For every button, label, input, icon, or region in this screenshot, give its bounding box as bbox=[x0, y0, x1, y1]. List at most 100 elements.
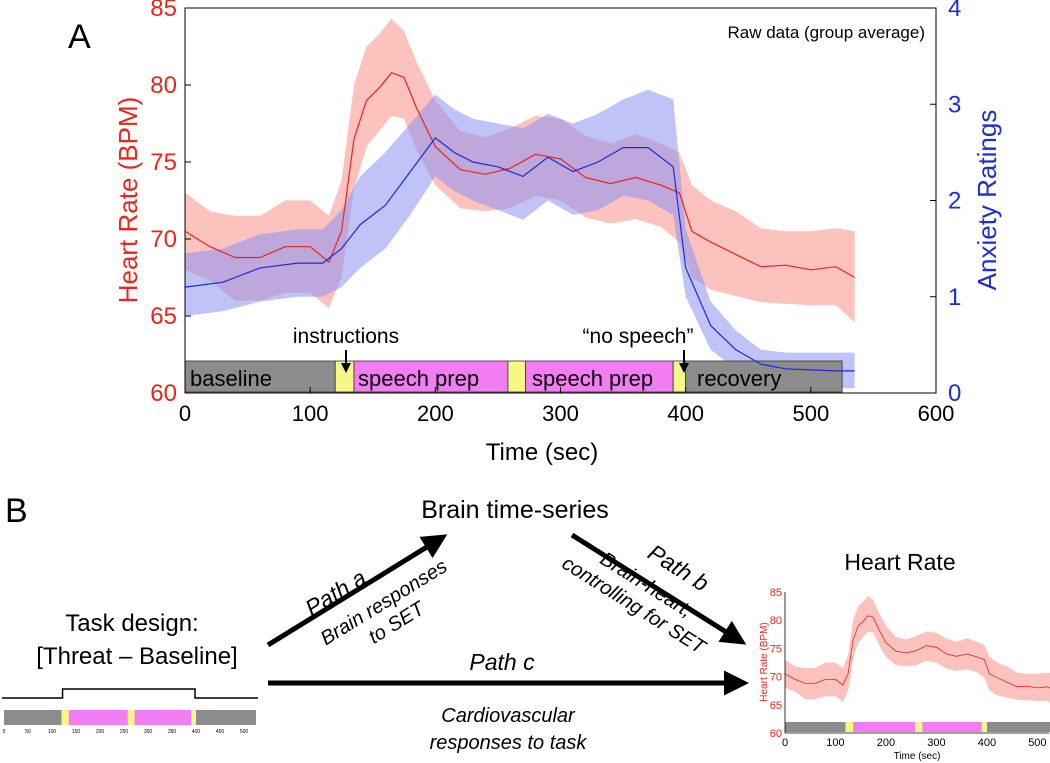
phase-block bbox=[525, 360, 674, 393]
mini-x-tick-label: 0 bbox=[782, 737, 788, 749]
brain-time-series-title: Brain time-series bbox=[421, 496, 609, 524]
task-tick-label: 350 bbox=[168, 729, 177, 735]
y-right-tick-label: 3 bbox=[948, 91, 961, 118]
phase-label-baseline: baseline bbox=[190, 366, 272, 391]
series-lines bbox=[184, 71, 855, 372]
anxiety-band bbox=[185, 89, 855, 389]
event-label-instructions: instructions bbox=[293, 325, 399, 348]
phase-label-speech-prep-1: speech prep bbox=[358, 366, 479, 391]
mini-x-tick-label: 100 bbox=[826, 737, 844, 749]
task-design-timeline: 0 50 100 150 200 250 300 350 400 450 500 bbox=[2, 688, 258, 735]
task-design-title: Task design: bbox=[65, 610, 198, 637]
x-tick-label: 200 bbox=[417, 401, 454, 426]
mini-heart-rate-band bbox=[785, 595, 1050, 703]
x-axis-label: Time (sec) bbox=[486, 439, 598, 466]
task-tick-label: 300 bbox=[144, 729, 153, 735]
panel-b-label: B bbox=[5, 492, 28, 530]
mini-phase-block bbox=[986, 722, 1050, 732]
event-label-no-speech: “no speech” bbox=[583, 325, 694, 348]
panel-a-label: A bbox=[68, 18, 91, 56]
task-tick-label: 50 bbox=[25, 729, 31, 735]
phase-timeline bbox=[184, 360, 843, 393]
x-axis: 0 100 200 300 400 500 600 bbox=[179, 387, 954, 426]
x-tick-label: 100 bbox=[292, 401, 329, 426]
task-tick-label: 150 bbox=[72, 729, 81, 735]
y-left-tick-label: 65 bbox=[150, 303, 177, 330]
x-tick-label: 0 bbox=[179, 401, 191, 426]
y-axis-left: 60 65 70 75 80 85 bbox=[150, 0, 191, 407]
heart-rate-title: Heart Rate bbox=[844, 549, 955, 575]
y-right-tick-label: 4 bbox=[948, 0, 961, 22]
mini-heart-rate-line bbox=[784, 615, 1050, 689]
mini-phase-block bbox=[785, 722, 846, 732]
y-left-tick-label: 85 bbox=[150, 0, 177, 22]
mini-y-tick-label: 70 bbox=[770, 672, 782, 684]
mini-phase-block bbox=[845, 722, 854, 732]
task-phase-block bbox=[4, 710, 62, 725]
path-a-labels: Path a Brain responses to SET bbox=[300, 555, 451, 650]
task-phase-block bbox=[191, 710, 196, 725]
mini-phase-block bbox=[922, 722, 982, 732]
panel-b: B Brain time-series Task design: [Threat… bbox=[2, 492, 1050, 762]
mini-phase-block bbox=[915, 722, 923, 732]
phase-label-speech-prep-2: speech prep bbox=[532, 366, 653, 391]
phase-label-recovery: recovery bbox=[697, 366, 781, 391]
x-tick-label: 500 bbox=[792, 401, 829, 426]
anxiety-line bbox=[184, 137, 855, 372]
task-design-subtitle: [Threat – Baseline] bbox=[36, 643, 237, 670]
mini-x-tick-label: 200 bbox=[877, 737, 895, 749]
y-right-tick-label: 1 bbox=[948, 284, 961, 311]
task-tick-label: 200 bbox=[96, 729, 105, 735]
y-left-tick-label: 60 bbox=[150, 380, 177, 407]
task-phase-block bbox=[127, 710, 135, 725]
task-tick-label: 500 bbox=[240, 729, 249, 735]
path-c-description-1: Cardiovascular bbox=[441, 705, 576, 727]
heart-rate-mini-chart: 60 65 70 75 80 85 0 100 200 300 400 500 Time (sec) He… bbox=[759, 587, 1050, 762]
task-tick-label: 0 bbox=[3, 729, 6, 735]
path-b-arrow bbox=[570, 532, 747, 645]
panel-a: A 0 100 200 300 400 500 600 60 65 70 75 80 85 0 1 2 3 4… bbox=[68, 0, 1002, 466]
annotation-raw-data: Raw data (group average) bbox=[727, 23, 925, 42]
task-phase-block bbox=[134, 710, 192, 725]
y-right-tick-label: 0 bbox=[948, 380, 961, 407]
mini-y-axis-label: Heart Rate (BPM) bbox=[759, 622, 770, 701]
mini-x-axis-label: Time (sec) bbox=[894, 751, 941, 762]
heart-rate-line bbox=[184, 71, 855, 279]
phase-block bbox=[334, 360, 355, 393]
mini-y-tick-label: 65 bbox=[770, 700, 782, 712]
task-tick-label: 450 bbox=[216, 729, 225, 735]
mini-phase-block bbox=[853, 722, 916, 732]
mini-y-tick-label: 75 bbox=[770, 643, 782, 655]
task-boxcar bbox=[2, 688, 258, 699]
y-axis-right: 0 1 2 3 4 bbox=[930, 0, 961, 407]
mini-y-tick-label: 60 bbox=[770, 728, 782, 740]
mini-y-tick-label: 80 bbox=[770, 615, 782, 627]
task-phase-block bbox=[68, 710, 128, 725]
task-tick-label: 250 bbox=[120, 729, 129, 735]
mini-x-tick-label: 500 bbox=[1028, 737, 1046, 749]
task-phase-block bbox=[61, 710, 69, 725]
y-right-tick-label: 2 bbox=[948, 188, 961, 215]
mini-x-tick-label: 300 bbox=[927, 737, 945, 749]
mini-phase-block bbox=[981, 722, 987, 732]
task-tick-label: 400 bbox=[192, 729, 201, 735]
phase-block bbox=[507, 360, 526, 393]
mini-x-tick-label: 400 bbox=[978, 737, 996, 749]
path-b-labels: Path b Brain-heart, controlling for SET bbox=[558, 539, 714, 660]
path-a-arrow bbox=[266, 534, 448, 648]
task-phase-block bbox=[196, 710, 256, 725]
path-c-description-2: responses to task bbox=[430, 732, 588, 754]
x-tick-label: 600 bbox=[918, 401, 955, 426]
phase-block bbox=[685, 360, 843, 393]
x-tick-label: 300 bbox=[542, 401, 579, 426]
confidence-bands bbox=[185, 18, 855, 389]
y-left-tick-label: 75 bbox=[150, 149, 177, 176]
y-left-tick-label: 80 bbox=[150, 72, 177, 99]
y-left-tick-label: 70 bbox=[150, 226, 177, 253]
y-axis-right-label: Anxiety Ratings bbox=[972, 110, 1002, 291]
y-axis-left-label: Heart Rate (BPM) bbox=[113, 97, 143, 304]
task-tick-label: 100 bbox=[48, 729, 57, 735]
mini-y-tick-label: 85 bbox=[770, 587, 782, 599]
path-c-label: Path c bbox=[469, 649, 535, 675]
